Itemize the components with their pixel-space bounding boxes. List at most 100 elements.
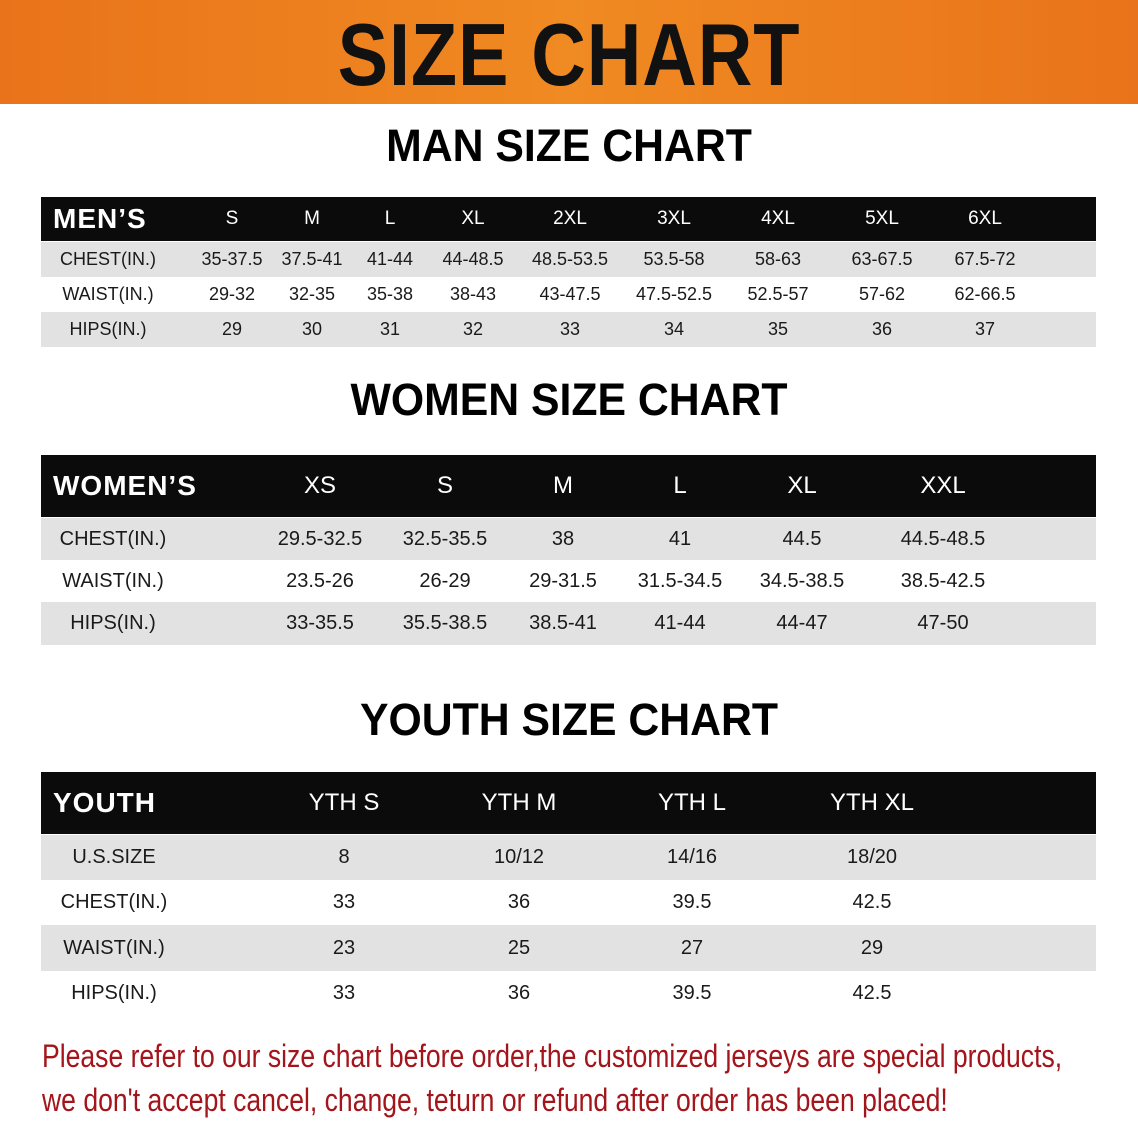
measurement-value: 44.5 (782, 527, 822, 550)
banner-title: SIZE CHART (337, 5, 801, 104)
men-size-header: 6XL (968, 208, 1002, 229)
measurement-value: 37.5-41 (281, 249, 343, 269)
youth-size-header: YTH L (657, 789, 727, 816)
youth-size-header: YTH S (308, 789, 380, 816)
measurement-value: 30 (301, 319, 323, 339)
measurement-value: 38.5-41 (529, 612, 597, 634)
measurement-value: 42.5 (852, 982, 892, 1004)
banner: SIZE CHART (0, 0, 1138, 104)
women-section-title: WOMEN SIZE CHART (350, 374, 788, 425)
women-size-header: S (436, 472, 454, 499)
measurement-value: 63-67.5 (851, 249, 913, 269)
measurement-value: 8 (338, 846, 350, 868)
measurement-value: 23.5-26 (286, 569, 354, 592)
measurement-value: 32.5-35.5 (402, 527, 488, 550)
measurement-value: 44-48.5 (442, 249, 504, 269)
men-table-row: CHEST(IN.) 35-37.5 37.5-41 41-44 44-48.5 48.5… (41, 242, 1096, 277)
measurement-value: 47-50 (917, 612, 969, 634)
measurement-value: 52.5-57 (747, 284, 809, 304)
measurement-value: 57-62 (858, 284, 906, 304)
measurement-value: 35-38 (366, 284, 414, 304)
measurement-value: 35.5-38.5 (402, 612, 488, 634)
measurement-value: 44.5-48.5 (900, 527, 986, 550)
measurement-value: 42.5 (852, 891, 892, 913)
men-table-row: HIPS(IN.) 29 30 31 32 33 34 35 36 37 (41, 312, 1096, 347)
measurement-value: 35 (767, 319, 789, 339)
youth-table-row: U.S.SIZE 8 10/12 14/16 18/20 (41, 835, 1096, 880)
measurement-value: 48.5-53.5 (531, 249, 609, 269)
notice-line-1: Please refer to our size chart before or… (42, 1038, 1063, 1074)
men-size-header: M (304, 208, 320, 229)
measurement-value: 33 (559, 319, 581, 339)
measurement-value: 29.5-32.5 (277, 527, 363, 550)
women-size-header: L (673, 472, 687, 499)
measurement-label: HIPS(IN.) (71, 982, 157, 1004)
measurement-value: 32 (462, 319, 484, 339)
measurement-value: 41-44 (366, 249, 414, 269)
measurement-value: 67.5-72 (954, 249, 1016, 269)
women-table-row: HIPS(IN.) 33-35.5 35.5-38.5 38.5-41 41-44 44-… (41, 602, 1096, 645)
women-header-label: WOMEN’S (53, 470, 197, 501)
measurement-value: 29 (860, 936, 884, 959)
women-size-header: XS (303, 472, 337, 499)
women-table-row: WAIST(IN.) 23.5-26 26-29 29-31.5 31.5-34.5 34… (41, 560, 1096, 602)
measurement-value: 10/12 (493, 846, 545, 868)
men-size-header: XL (461, 208, 485, 229)
measurement-value: 32-35 (288, 284, 336, 304)
measurement-value: 34.5-38.5 (759, 569, 845, 592)
measurement-value: 38.5-42.5 (900, 569, 986, 592)
measurement-value: 27 (680, 936, 704, 959)
measurement-value: 36 (507, 982, 531, 1004)
measurement-value: 23 (332, 936, 356, 959)
measurement-value: 29-31.5 (529, 569, 597, 592)
measurement-value: 41 (668, 527, 692, 550)
women-size-header: XL (787, 472, 817, 499)
measurement-value: 26-29 (419, 569, 471, 592)
measurement-value: 53.5-58 (643, 249, 705, 269)
men-size-header: 5XL (865, 208, 899, 229)
measurement-label: CHEST(IN.) (59, 527, 167, 550)
women-size-header: XXL (920, 472, 966, 499)
measurement-value: 37 (974, 319, 996, 339)
measurement-value: 41-44 (654, 612, 706, 634)
measurement-value: 14/16 (666, 846, 718, 868)
youth-header-row: YOUTH YTH S YTH M YTH L YTH XL (41, 772, 1096, 834)
measurement-value: 38-43 (449, 284, 497, 304)
men-header-row: MEN’S S M L XL 2XL 3XL 4XL 5XL 6XL (41, 197, 1096, 241)
youth-table-row: WAIST(IN.) 23 25 27 29 (41, 925, 1096, 971)
measurement-value: 39.5 (672, 982, 712, 1004)
measurement-label: WAIST(IN.) (62, 284, 154, 304)
women-size-header: M (553, 472, 573, 499)
measurement-value: 34 (663, 319, 685, 339)
measurement-value: 38 (551, 527, 575, 550)
measurement-label: HIPS(IN.) (70, 612, 156, 634)
measurement-value: 47.5-52.5 (635, 284, 713, 304)
men-size-header: S (225, 208, 239, 229)
measurement-value: 29-32 (208, 284, 256, 304)
measurement-value: 39.5 (672, 891, 712, 913)
youth-header-label: YOUTH (53, 787, 156, 818)
measurement-value: 36 (871, 319, 893, 339)
measurement-value: 58-63 (754, 249, 802, 269)
men-size-header: 3XL (657, 208, 691, 229)
notice-line-2: we don't accept cancel, change, teturn o… (42, 1082, 948, 1118)
measurement-label: CHEST(IN.) (60, 249, 156, 269)
men-size-header: 4XL (761, 208, 795, 229)
measurement-value: 36 (507, 891, 531, 913)
youth-size-header: YTH M (481, 789, 557, 816)
measurement-value: 62-66.5 (954, 284, 1016, 304)
youth-size-header: YTH XL (829, 789, 915, 816)
measurement-value: 33 (332, 982, 356, 1004)
measurement-label: CHEST(IN.) (60, 891, 168, 913)
measurement-value: 35-37.5 (201, 249, 263, 269)
men-size-header: L (384, 208, 396, 229)
women-header-row: WOMEN’S XS S M L XL XXL (41, 455, 1096, 517)
measurement-value: 31.5-34.5 (637, 569, 723, 592)
measurement-value: 31 (379, 319, 401, 339)
men-table-row: WAIST(IN.) 29-32 32-35 35-38 38-43 43-47.5 47.… (41, 277, 1096, 312)
measurement-label: U.S.SIZE (72, 846, 156, 868)
measurement-value: 44-47 (776, 612, 828, 634)
measurement-value: 33-35.5 (286, 612, 354, 634)
measurement-value: 43-47.5 (539, 284, 601, 304)
measurement-label: HIPS(IN.) (69, 319, 147, 339)
